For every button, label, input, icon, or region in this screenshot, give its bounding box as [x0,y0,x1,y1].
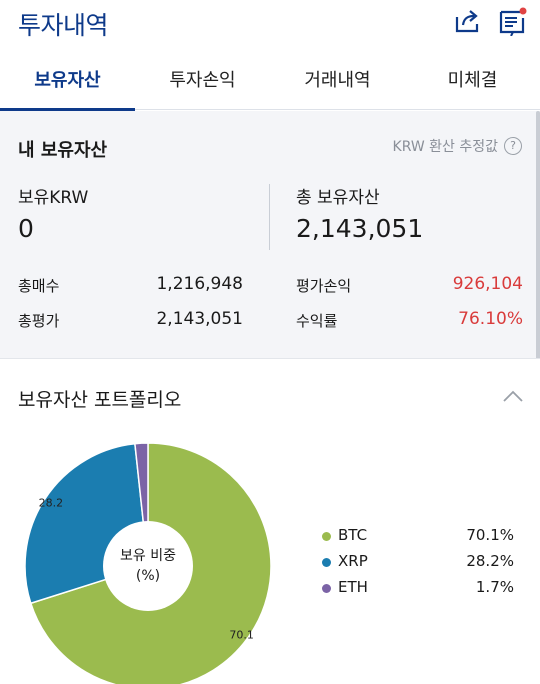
summary-divider [269,184,270,250]
tab-bar: 보유자산 투자손익 거래내역 미체결 [0,52,540,111]
krw-estimate-note[interactable]: KRW 환산 추정값 ? [393,136,522,156]
total-assets-value: 2,143,051 [296,214,424,243]
portfolio-chart-area: 보유 비중 (%) 70.1 28.2 BTC 70.1% XRP 28.2% E… [0,428,540,684]
return-label: 수익률 [296,312,338,330]
portfolio-title: 보유자산 포트폴리오 [18,389,182,411]
total-eval-label: 총평가 [18,312,60,330]
summary-heading: 내 보유자산 [18,140,108,161]
donut-center-line1: 보유 비중 [120,548,176,564]
held-krw-value: 0 [18,214,34,243]
legend-name: XRP [338,552,368,570]
total-assets-label: 총 보유자산 [296,188,380,208]
slice-label-btc: 70.1 [229,628,254,641]
pnl-label: 평가손익 [296,277,352,295]
chevron-up-icon[interactable] [502,389,524,403]
held-krw-label: 보유KRW [18,188,89,208]
tab-transactions[interactable]: 거래내역 [304,70,371,91]
legend-item-xrp: XRP 28.2% [322,552,522,574]
legend-item-eth: ETH 1.7% [322,578,522,600]
legend-pct: 28.2% [466,552,514,570]
pnl-value: 926,104 [452,274,523,294]
krw-note-label: KRW 환산 추정값 [392,139,498,155]
legend-pct: 70.1% [466,526,514,544]
donut-center-line2: (%) [136,568,160,584]
total-buy-label: 총매수 [18,277,60,295]
memo-icon[interactable] [498,6,528,36]
legend-name: ETH [338,578,368,596]
slice-label-xrp: 28.2 [39,497,64,510]
app-bar: 투자내역 [0,0,540,52]
legend-item-btc: BTC 70.1% [322,526,522,548]
portfolio-section-header[interactable]: 보유자산 포트폴리오 [0,358,540,428]
legend-dot [322,584,331,593]
tab-holdings[interactable]: 보유자산 [0,52,135,111]
legend-dot [322,558,331,567]
page-title: 투자내역 [18,11,109,40]
total-buy-value: 1,216,948 [156,274,243,294]
donut-hole [103,521,193,611]
tab-unfilled[interactable]: 미체결 [447,70,498,91]
tab-investment-pnl[interactable]: 투자손익 [169,70,236,91]
portfolio-donut-chart: 보유 비중 (%) 70.1 28.2 [24,442,272,684]
scrollbar[interactable] [536,111,540,411]
return-value: 76.10% [458,309,523,329]
share-icon[interactable] [452,6,482,36]
holdings-summary: 내 보유자산 KRW 환산 추정값 ? 보유KRW 0 총 보유자산 2,143… [0,111,540,358]
legend-pct: 1.7% [475,578,514,596]
help-icon[interactable]: ? [504,137,522,155]
legend-dot [322,532,331,541]
legend-name: BTC [338,526,368,544]
total-eval-value: 2,143,051 [156,309,243,329]
